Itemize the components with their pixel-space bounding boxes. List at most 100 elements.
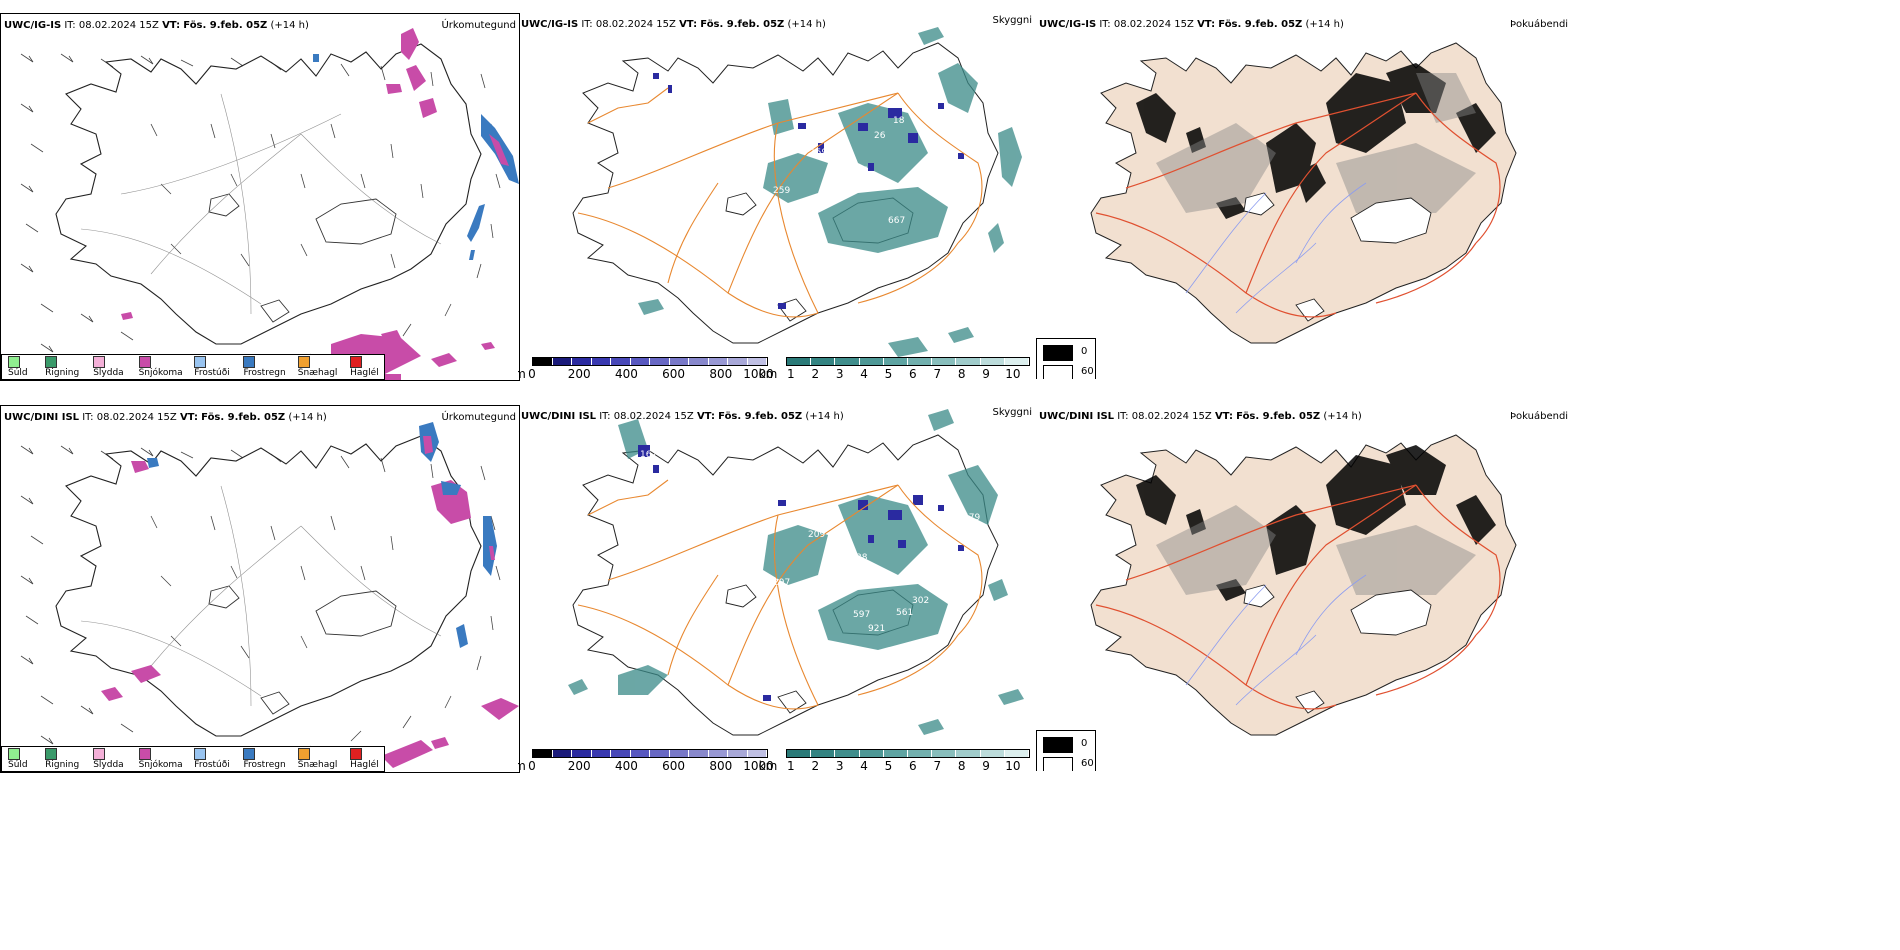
visibility-tick: 3 xyxy=(835,759,844,771)
legend-item: Frostúði xyxy=(194,356,233,378)
it-label: IT: xyxy=(599,411,611,422)
swatch xyxy=(138,356,151,368)
vt-label: VT: xyxy=(179,412,198,423)
swatch xyxy=(243,748,256,760)
it-label: IT: xyxy=(64,20,76,31)
legend-label: Rigning xyxy=(45,760,80,770)
visibility-tick: 9 xyxy=(982,759,990,771)
legend-item: Frostregn xyxy=(243,748,287,770)
height-colorbar: m 0 200 400 600 800 1000 xyxy=(518,357,774,379)
cloud-value: 302 xyxy=(912,596,929,606)
cloud-map: 159 26 18 27 259 667 xyxy=(572,27,1022,357)
height-tick: 600 xyxy=(662,367,686,379)
vt-value: Fös. 9.feb. 05Z xyxy=(718,411,803,422)
height-unit: m xyxy=(518,759,526,771)
cloud-value: 479 xyxy=(963,513,980,523)
swatch xyxy=(138,748,151,760)
visibility-tick: 5 xyxy=(884,759,893,771)
precip-areas xyxy=(121,28,519,380)
swatch xyxy=(93,748,106,760)
height-colorbar: m 0 200 400 600 800 1000 xyxy=(518,749,774,771)
visibility-unit: km xyxy=(758,367,778,379)
cloud-value: 27 xyxy=(856,166,867,176)
legend-item: Súld xyxy=(8,748,35,770)
lead-time: (+14 h) xyxy=(787,19,826,30)
cloud-value: 209 xyxy=(808,530,825,540)
visibility-tick: 4 xyxy=(860,367,868,379)
fog-low-label: 60 xyxy=(1081,758,1094,769)
legend-label: Súld xyxy=(8,760,28,770)
cloud-map: 162 209 38 297 479 597 561 921 302 xyxy=(568,409,1024,736)
fog-gray xyxy=(1156,73,1476,213)
model-name: UWC/DINI ISL xyxy=(521,411,597,422)
swatch xyxy=(8,748,20,760)
it-value: 08.02.2024 15Z xyxy=(613,411,694,422)
fog-roads xyxy=(1095,92,1501,318)
legend-item: Rigning xyxy=(45,356,83,378)
visibility-tick: 2 xyxy=(811,367,820,379)
visibility-tick: 7 xyxy=(933,759,942,771)
cloud-value: 26 xyxy=(874,131,886,141)
legend-item: Slydda xyxy=(93,748,128,770)
legend-item: Slydda xyxy=(93,356,128,378)
visibility-tick: 1 xyxy=(787,367,795,379)
visibility-tick: 2 xyxy=(811,759,820,771)
precip-header-bottom: UWC/DINI ISL IT: 08.02.2024 15Z VT: Fös.… xyxy=(4,412,327,423)
visibility-tick: 7 xyxy=(933,367,942,379)
fog-header-top: UWC/IG-IS IT: 08.02.2024 15Z VT: Fös. 9.… xyxy=(1039,19,1344,30)
visibility-tick: 6 xyxy=(909,367,917,379)
road-network xyxy=(577,479,983,710)
fog-panel-top: 0 60 xyxy=(1036,13,1900,379)
swatch xyxy=(350,748,363,760)
swatch xyxy=(194,356,207,368)
precip-title: Úrkomutegund xyxy=(441,20,516,31)
legend-label: Frostregn xyxy=(243,760,286,770)
legend-item: Snjókoma xyxy=(138,748,185,770)
visibility-colorbar-strip xyxy=(786,749,1030,758)
fog-map xyxy=(1090,434,1517,736)
cloud-value: 159 xyxy=(810,148,827,158)
legend-item: Frostúði xyxy=(194,748,233,770)
cloud-panel-bottom: 162 209 38 297 479 597 561 921 302 UWC/D… xyxy=(518,405,1036,771)
model-name: UWC/IG-IS xyxy=(521,19,579,30)
wind-barbs xyxy=(20,53,501,368)
legend-label: Haglél xyxy=(350,368,379,378)
cloud-value: 667 xyxy=(888,216,905,226)
it-value: 08.02.2024 15Z xyxy=(96,412,177,423)
legend-item: Snæhagl xyxy=(297,748,340,770)
swatch xyxy=(297,356,310,368)
it-value: 08.02.2024 15Z xyxy=(78,20,159,31)
precip-header-top: UWC/IG-IS IT: 08.02.2024 15Z VT: Fös. 9.… xyxy=(4,20,309,31)
height-tick: 1000 xyxy=(743,759,774,771)
cloud-base-areas xyxy=(638,445,964,701)
fog-high-swatch xyxy=(1043,345,1073,361)
legend-label: Frostúði xyxy=(194,760,230,770)
height-colorbar-strip xyxy=(532,357,768,366)
cloud-value: 597 xyxy=(853,610,870,620)
visibility-areas xyxy=(638,27,1022,357)
fog-title: Þokuábendi xyxy=(1510,411,1569,422)
legend-label: Súld xyxy=(8,368,28,378)
road-network xyxy=(577,87,983,318)
lead-time: (+14 h) xyxy=(288,412,327,423)
fog-legend-top: 0 60 xyxy=(1036,338,1096,379)
cloud-panel-top: 159 26 18 27 259 667 UWC/IG-IS IT: 08.02… xyxy=(518,13,1036,379)
legend-label: Slydda xyxy=(93,760,124,770)
fog-areas xyxy=(1136,63,1496,219)
legend-item: Rigning xyxy=(45,748,83,770)
visibility-tick: 4 xyxy=(860,759,868,771)
cloud-labels: 162 209 38 297 479 597 561 921 302 xyxy=(640,450,980,634)
swatch xyxy=(297,748,310,760)
cloud-header-top: UWC/IG-IS IT: 08.02.2024 15Z VT: Fös. 9.… xyxy=(521,19,826,30)
model-name: UWC/IG-IS xyxy=(1039,19,1097,30)
vt-label: VT: xyxy=(696,411,715,422)
height-tick: 800 xyxy=(709,367,733,379)
precip-map xyxy=(20,28,519,380)
it-value: 08.02.2024 15Z xyxy=(1113,19,1194,30)
cloud-value: 921 xyxy=(868,624,885,634)
precip-map xyxy=(20,422,519,768)
legend-label: Frostúði xyxy=(194,368,230,378)
fog-low-swatch xyxy=(1043,365,1073,379)
visibility-tick: 1 xyxy=(787,759,795,771)
visibility-colorbar-strip xyxy=(786,357,1030,366)
